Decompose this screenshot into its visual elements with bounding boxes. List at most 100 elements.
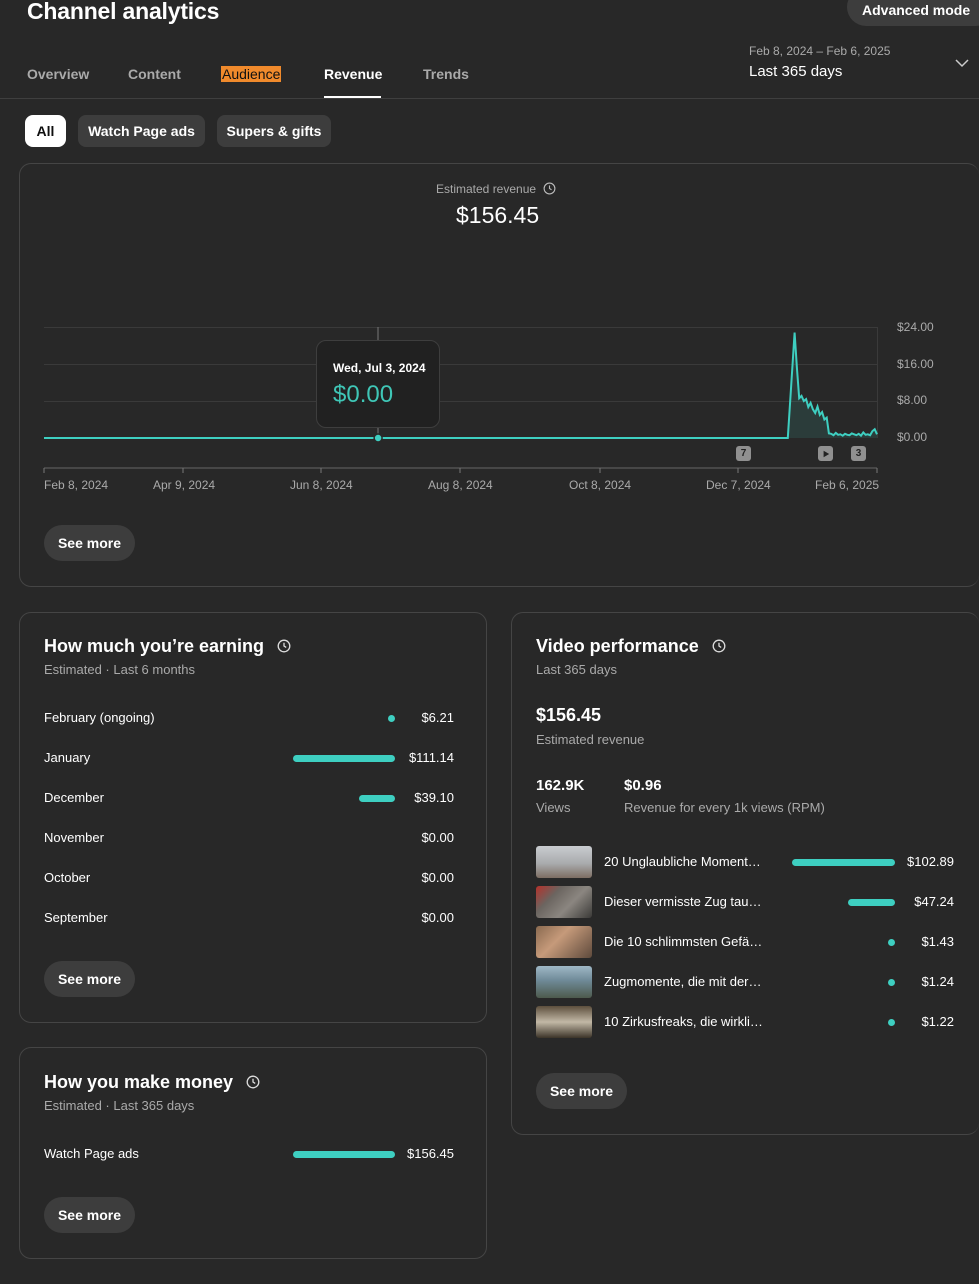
filter-chip-all[interactable]: All	[25, 115, 66, 147]
clock-icon	[712, 639, 726, 653]
tab-content[interactable]: Content	[128, 66, 181, 82]
hover-point	[373, 433, 383, 443]
y-tick-label: $24.00	[897, 320, 934, 334]
x-tick-label: Feb 6, 2025	[815, 478, 880, 492]
see-more-button[interactable]: See more	[536, 1073, 627, 1109]
upload-count-marker[interactable]: 3	[851, 446, 866, 461]
earning-row-bar	[293, 755, 395, 762]
video-thumbnail[interactable]	[536, 1006, 592, 1038]
video-revenue-dot	[888, 939, 895, 946]
earning-row-value: $6.21	[421, 710, 454, 725]
earning-row-label: October	[44, 870, 91, 885]
play-icon	[823, 450, 829, 457]
y-tick-label: $16.00	[897, 357, 934, 371]
date-range-text[interactable]: Feb 8, 2024 – Feb 6, 2025	[749, 44, 891, 58]
money-row-bar	[293, 1151, 395, 1158]
x-tick-label: Aug 8, 2024	[428, 478, 493, 492]
x-tick-label: Apr 9, 2024	[153, 478, 216, 492]
video-thumbnail[interactable]	[536, 926, 592, 958]
revenue-chart-card	[19, 163, 979, 587]
money-title: How you make money	[44, 1072, 260, 1093]
video-title[interactable]: 20 Unglaubliche Moment…	[604, 854, 761, 869]
rpm-value: $0.96	[624, 777, 662, 794]
video-thumbnail[interactable]	[536, 966, 592, 998]
advanced-mode-button[interactable]: Advanced mode	[847, 0, 979, 26]
video-performance-card	[511, 612, 979, 1135]
page-title: Channel analytics	[27, 0, 220, 24]
see-more-button[interactable]: See more	[44, 961, 135, 997]
clock-icon	[277, 639, 291, 653]
earning-title: How much you’re earning	[44, 636, 291, 657]
filter-chip-watch-page-ads[interactable]: Watch Page ads	[78, 115, 205, 147]
metric-label: Estimated revenue	[436, 182, 556, 196]
tab-audience[interactable]: Audience	[221, 66, 282, 82]
video-title[interactable]: 10 Zirkusfreaks, die wirkli…	[604, 1014, 763, 1029]
video-revenue-dot	[888, 979, 895, 986]
video-title[interactable]: Die 10 schlimmsten Gefä…	[604, 934, 763, 949]
video-title[interactable]: Dieser vermisste Zug tau…	[604, 894, 762, 909]
earning-row-bar	[359, 795, 395, 802]
video-thumbnail[interactable]	[536, 846, 592, 878]
money-row-label: Watch Page ads	[44, 1146, 139, 1161]
see-more-button[interactable]: See more	[44, 1197, 135, 1233]
earning-card	[19, 612, 487, 1023]
video-revenue-dot	[888, 1019, 895, 1026]
video-revenue-bar	[792, 859, 895, 866]
chevron-down-icon[interactable]	[955, 56, 969, 70]
upload-count-marker[interactable]: 7	[736, 446, 751, 461]
video-revenue-value: $102.89	[907, 854, 954, 869]
earning-row-value: $0.00	[421, 870, 454, 885]
tab-overview[interactable]: Overview	[27, 66, 90, 82]
x-tick-label: Jun 8, 2024	[290, 478, 353, 492]
tooltip-value: $0.00	[333, 381, 394, 408]
money-subtitle: Estimated · Last 365 days	[44, 1098, 195, 1113]
video-perf-subtitle: Last 365 days	[536, 662, 617, 677]
views-label: Views	[536, 800, 571, 815]
video-revenue-value: $47.24	[914, 894, 954, 909]
video-revenue-value: $1.22	[921, 1014, 954, 1029]
video-revenue-value: $1.43	[921, 934, 954, 949]
revenue-line-chart[interactable]	[0, 0, 979, 600]
active-tab-indicator	[324, 96, 381, 99]
see-more-button[interactable]: See more	[44, 525, 135, 561]
earning-row-label: November	[44, 830, 104, 845]
earning-row-value: $0.00	[421, 830, 454, 845]
video-marker[interactable]	[818, 446, 833, 461]
video-perf-title: Video performance	[536, 636, 726, 657]
earning-row-dot	[388, 715, 395, 722]
x-tick-label: Dec 7, 2024	[706, 478, 771, 492]
y-tick-label: $0.00	[897, 430, 928, 444]
earning-row-label: September	[44, 910, 108, 925]
video-perf-revenue-label: Estimated revenue	[536, 732, 645, 747]
gridline	[44, 327, 877, 328]
earning-row-label: February (ongoing)	[44, 710, 155, 725]
earning-row-label: January	[44, 750, 91, 765]
video-revenue-bar	[847, 899, 895, 906]
video-thumbnail[interactable]	[536, 886, 592, 918]
tab-trends[interactable]: Trends	[423, 66, 469, 82]
x-tick-label: Feb 8, 2024	[44, 478, 109, 492]
video-perf-revenue: $156.45	[536, 705, 602, 725]
chart-tooltip: Wed, Jul 3, 2024 $0.00	[316, 340, 440, 428]
revenue-series-line	[44, 332, 878, 439]
money-row-value: $156.45	[407, 1146, 454, 1161]
y-tick-label: $8.00	[897, 393, 928, 407]
rpm-label: Revenue for every 1k views (RPM)	[624, 800, 825, 815]
filter-chip-supers-gifts[interactable]: Supers & gifts	[217, 115, 331, 147]
earning-row-value: $39.10	[414, 790, 454, 805]
tab-revenue[interactable]: Revenue	[324, 66, 383, 82]
video-title[interactable]: Zugmomente, die mit der…	[604, 974, 762, 989]
gridline	[44, 401, 877, 402]
x-tick-label: Oct 8, 2024	[569, 478, 632, 492]
date-range-label[interactable]: Last 365 days	[749, 63, 843, 80]
money-sources-card	[19, 1047, 487, 1259]
earning-subtitle: Estimated · Last 6 months	[44, 662, 196, 677]
earning-row-value: $0.00	[421, 910, 454, 925]
video-revenue-value: $1.24	[921, 974, 954, 989]
clock-icon	[246, 1075, 260, 1089]
earning-row-value: $111.14	[408, 750, 454, 765]
tooltip-date: Wed, Jul 3, 2024	[333, 361, 426, 375]
views-value: 162.9K	[536, 777, 585, 794]
earning-row-label: December	[44, 790, 104, 805]
metric-total: $156.45	[456, 202, 540, 228]
